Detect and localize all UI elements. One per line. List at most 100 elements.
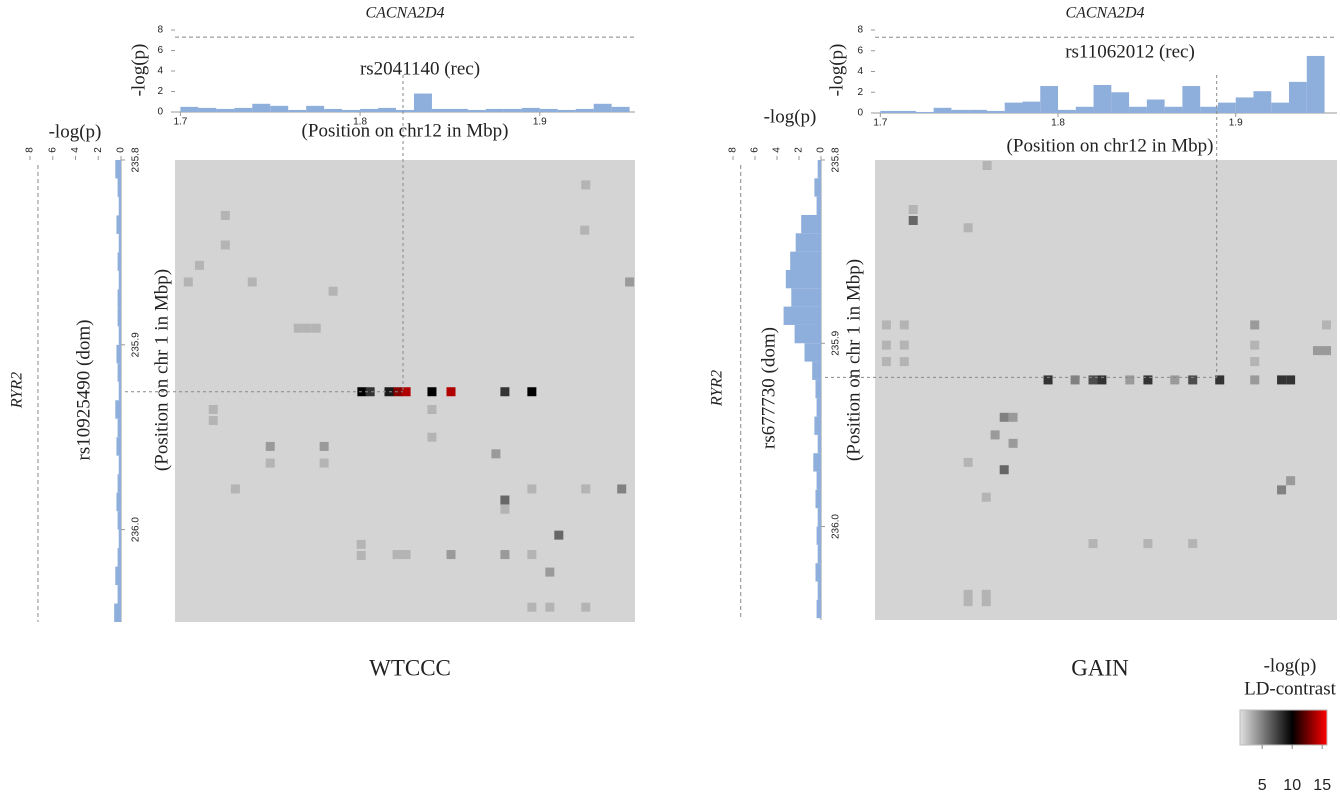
bar — [118, 196, 121, 216]
bar — [521, 107, 540, 112]
heatmap-cell — [908, 215, 918, 225]
heatmap-cell — [1277, 485, 1287, 495]
axis-label: -log(p) — [764, 106, 817, 127]
gene-label: RYR2 — [709, 370, 726, 407]
heatmap-cell — [208, 416, 218, 426]
axis-label: (Position on chr 1 in Mbp) — [151, 269, 172, 471]
y-tick-label: 236.0 — [131, 517, 142, 542]
y-tick-label: 235.9 — [131, 332, 142, 357]
bar — [611, 106, 630, 112]
bar — [431, 108, 450, 112]
x-tick-label: 1.8 — [353, 117, 367, 128]
heatmap-cell — [1215, 375, 1225, 385]
heatmap-cell — [1088, 539, 1098, 549]
x-tick-label: 2 — [794, 147, 805, 153]
panel-label: GAIN — [1071, 655, 1129, 680]
bar — [817, 160, 821, 179]
heatmap-cell — [183, 277, 193, 287]
heatmap-cell — [617, 484, 627, 494]
bar — [117, 178, 121, 197]
x-tick-label: 2 — [93, 147, 104, 153]
heatmap-cell — [881, 357, 891, 367]
heatmap-cell — [625, 277, 635, 287]
heatmap-cell — [1312, 346, 1322, 356]
heatmap-cell — [1008, 412, 1018, 422]
bar — [503, 108, 522, 112]
x-tick-label: 1.8 — [1051, 118, 1065, 129]
snp-label: rs677730 (dom) — [758, 327, 779, 449]
heatmap-cell — [328, 286, 338, 296]
bar — [1271, 102, 1290, 113]
bar — [898, 110, 916, 113]
bar — [198, 107, 217, 112]
bar — [117, 474, 121, 493]
heatmap-cell — [500, 495, 510, 505]
y-tick-label: 6 — [157, 45, 163, 56]
heatmap-cell — [1277, 375, 1287, 385]
bar — [816, 526, 821, 545]
heatmap-cell — [982, 160, 992, 170]
bar — [1253, 91, 1272, 113]
bar — [1182, 86, 1201, 113]
heatmap-cell — [1286, 375, 1296, 385]
heatmap-cell — [1043, 375, 1053, 385]
heatmap-cell — [1070, 375, 1080, 385]
heatmap-background — [875, 160, 1337, 620]
bar — [816, 599, 821, 619]
colorbar — [1239, 709, 1328, 746]
bar — [413, 93, 432, 112]
heatmap-cell — [881, 320, 891, 330]
bar — [1217, 102, 1236, 113]
bar — [378, 107, 397, 112]
bar — [116, 215, 121, 234]
bar — [1022, 101, 1041, 113]
bar — [360, 108, 379, 112]
heatmap-cell — [302, 323, 312, 333]
bar — [812, 361, 821, 380]
bar — [814, 416, 821, 435]
snp-label: rs2041140 (rec) — [360, 58, 480, 79]
y-tick-label: 4 — [157, 66, 163, 77]
heatmap-cell — [581, 484, 591, 494]
heatmap-cell — [545, 602, 555, 612]
bar — [1058, 109, 1076, 113]
bar — [817, 434, 821, 454]
heatmap-cell — [265, 441, 275, 451]
heatmap-cell — [1188, 375, 1198, 385]
heatmap-cell — [401, 550, 411, 560]
bar — [216, 108, 235, 112]
heatmap-cell — [230, 484, 240, 494]
bar — [306, 105, 325, 112]
heatmap-cell — [265, 458, 275, 468]
heatmap-cell — [881, 340, 891, 350]
bar — [815, 379, 821, 399]
heatmap-cell — [401, 387, 411, 397]
bar — [1129, 106, 1147, 113]
heatmap-cell — [500, 504, 510, 514]
heatmap-cell — [427, 432, 437, 442]
bar — [1235, 97, 1254, 113]
bar — [449, 108, 468, 112]
bar — [915, 111, 934, 113]
heatmap-cell — [999, 465, 1009, 475]
bar — [1111, 92, 1130, 113]
heatmap-cell — [554, 530, 564, 540]
y-tick-label: 2 — [857, 87, 863, 98]
y-tick-label: 235.8 — [131, 147, 142, 172]
heatmap-cell — [392, 550, 402, 560]
bar — [790, 251, 821, 270]
bar — [801, 214, 821, 234]
heatmap-cell — [1143, 539, 1153, 549]
bar — [485, 108, 504, 112]
heatmap-cell — [208, 404, 218, 414]
heatmap-cell — [500, 387, 510, 397]
x-tick-label: 0 — [816, 147, 827, 153]
bar — [270, 105, 289, 112]
bar — [813, 453, 821, 472]
gene-label: CACNA2D4 — [365, 5, 444, 22]
heatmap-cell — [319, 458, 329, 468]
bar — [252, 103, 271, 112]
y-tick-label: 2 — [157, 86, 163, 97]
bar — [880, 110, 899, 113]
bar — [815, 489, 821, 509]
